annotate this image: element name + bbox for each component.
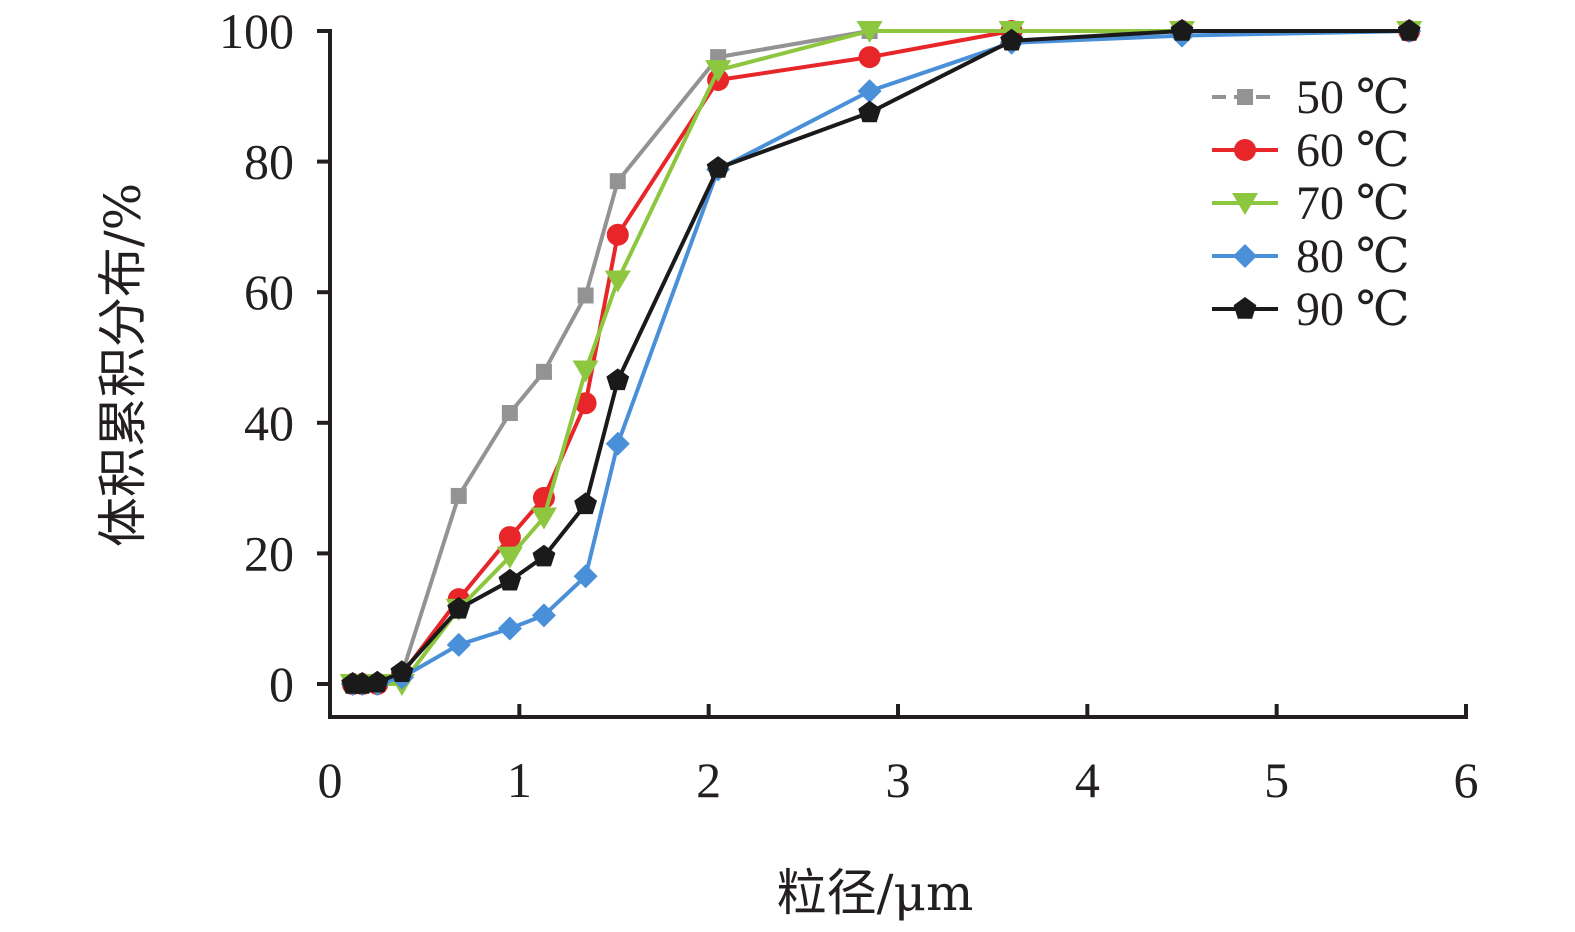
x-tick-label: 4 [1075,752,1100,808]
series-5 [341,19,1421,694]
legend: 50 ℃60 ℃70 ℃80 ℃90 ℃ [1212,71,1410,336]
data-point [606,368,630,391]
legend-label: 50 ℃ [1296,71,1410,124]
y-tick-label: 0 [269,656,294,712]
data-point [856,21,883,43]
legend-label: 60 ℃ [1296,124,1410,177]
data-point [530,507,557,530]
data-point [497,616,522,641]
data-point [1170,19,1194,41]
legend-item: 90 ℃ [1212,283,1410,336]
legend-label: 70 ℃ [1296,177,1410,230]
data-point [857,79,882,104]
x-tick-label: 1 [507,752,532,808]
y-tick-label: 100 [219,3,294,59]
data-point [535,363,552,380]
x-axis-title: 粒径/μm [777,864,974,922]
data-point [390,660,414,682]
legend-label: 90 ℃ [1296,283,1410,336]
series-1 [344,23,1418,692]
data-point [1397,19,1421,41]
series-3 [339,21,1423,696]
x-tick-label: 0 [318,752,343,808]
data-point [1000,28,1023,51]
data-point [606,223,629,246]
y-tick-label: 40 [244,395,294,451]
x-tick-label: 3 [886,752,911,808]
legend-marker [1234,139,1256,161]
data-point [496,546,523,569]
series-2 [341,20,1421,695]
y-tick-label: 20 [244,525,294,581]
data-point [446,632,471,657]
data-point [447,596,471,619]
data-point [350,672,374,694]
data-point [498,526,521,549]
axes: 0 20 40 60 80 100 0 1 2 3 4 5 6 [219,3,1479,808]
data-point [572,360,599,383]
data-point [450,487,467,504]
legend-item: 60 ℃ [1212,124,1410,177]
data-point [858,46,881,69]
data-point [705,60,732,83]
data-point [605,431,630,456]
legend-marker [1233,297,1257,319]
x-tick-label: 6 [1454,752,1479,808]
y-tick-label: 80 [244,134,294,190]
data-point [573,564,598,589]
data-point [574,392,597,415]
data-point [501,405,518,422]
y-axis-title: 体积累积分布/% [94,183,152,547]
series-4 [340,19,1422,696]
legend-marker [1232,193,1258,215]
x-tick-label: 2 [696,752,721,808]
legend-item: 80 ℃ [1212,230,1410,283]
data-point [577,287,594,304]
data-point [609,173,626,190]
legend-marker [1233,244,1257,268]
x-tick-label: 5 [1264,752,1289,808]
legend-label: 80 ℃ [1296,230,1410,283]
data-point [706,156,730,178]
y-tick-label: 60 [244,264,294,320]
data-point [604,270,631,293]
data-point [858,100,881,123]
data-point [532,544,556,567]
data-point [531,603,556,628]
legend-marker [1237,89,1253,105]
legend-item: 70 ℃ [1212,177,1410,230]
plot-area [339,19,1423,696]
data-point [498,568,522,591]
legend-item: 50 ℃ [1212,71,1410,124]
data-point [574,492,597,515]
data-point [365,670,389,693]
